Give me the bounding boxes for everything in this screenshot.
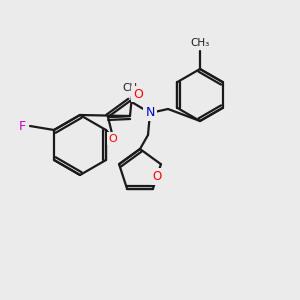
Text: CH₃: CH₃ (190, 38, 210, 48)
Text: O: O (133, 88, 143, 100)
Text: N: N (145, 106, 155, 119)
Text: O: O (109, 134, 117, 143)
Text: CH₃: CH₃ (122, 83, 142, 93)
Text: F: F (19, 119, 26, 133)
Text: O: O (152, 170, 162, 183)
